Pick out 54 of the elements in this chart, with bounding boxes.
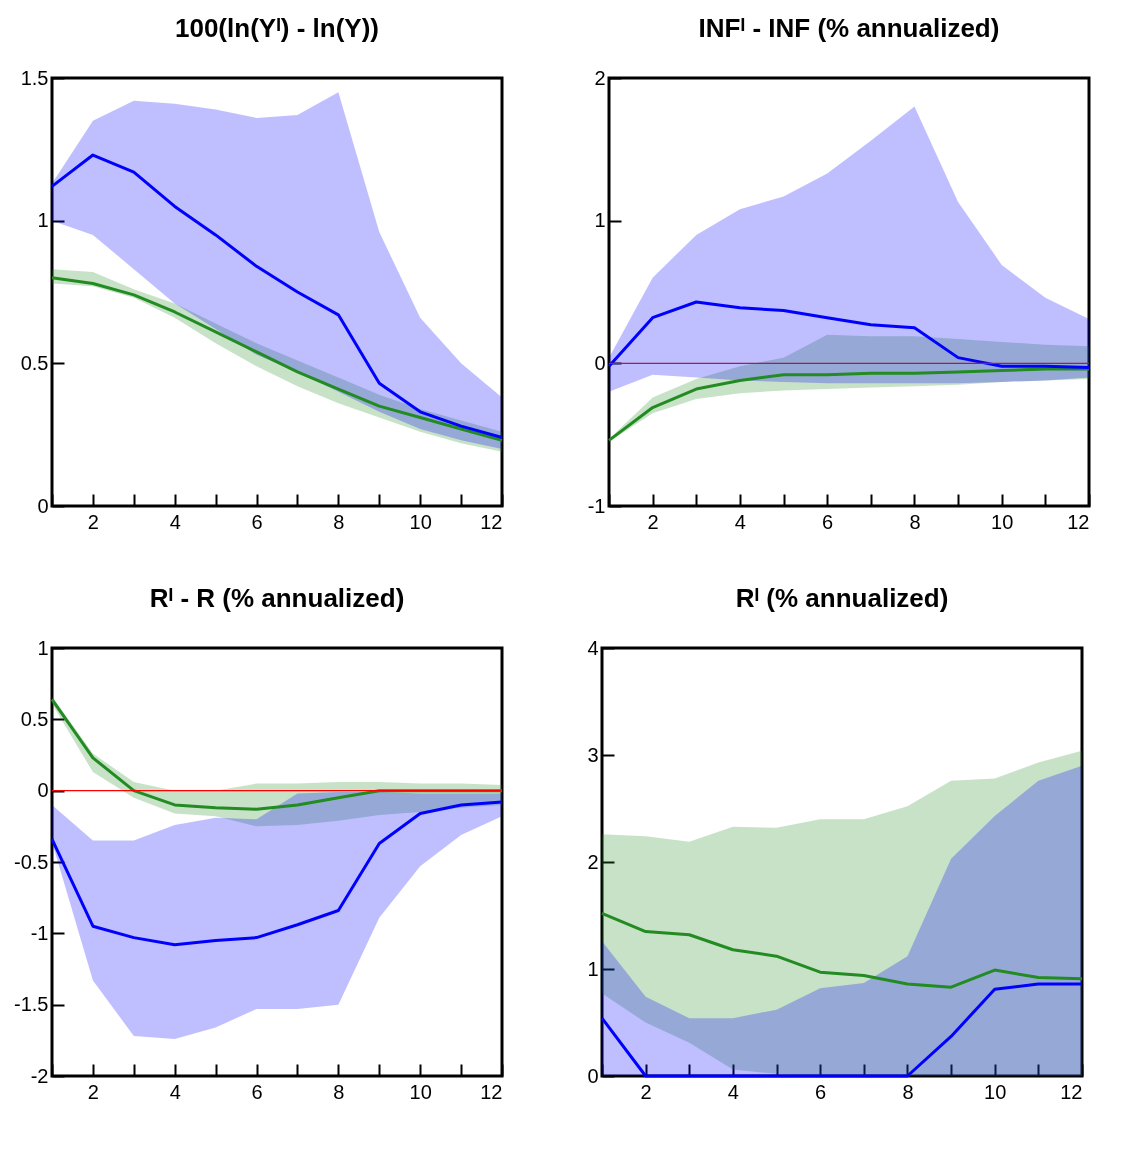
y-tick-label: 0 <box>37 494 49 517</box>
x-tick-label: 10 <box>984 1080 1007 1103</box>
x-tick-label: 2 <box>647 510 659 533</box>
x-tick-label: 12 <box>480 510 503 533</box>
y-tick-label: 1 <box>37 636 49 659</box>
line-series <box>607 300 1091 370</box>
x-tick-label: 10 <box>409 510 432 533</box>
x-tick-label: 2 <box>640 1080 652 1103</box>
x-tick-label: 12 <box>480 1080 503 1103</box>
line-series <box>600 982 1084 1078</box>
x-tick-label: 4 <box>727 1080 739 1103</box>
x-tick-label: 4 <box>169 1080 181 1103</box>
y-tick-label: 2 <box>594 66 606 89</box>
y-tick-label: 0.5 <box>20 707 49 730</box>
chart-title: Rᴵ - R (% annualized) <box>149 583 405 613</box>
chart-title: INFᴵ - INF (% annualized) <box>698 13 1000 43</box>
x-tick-label: 4 <box>169 510 181 533</box>
x-tick-label: 4 <box>734 510 746 533</box>
x-tick-label: 12 <box>1067 510 1090 533</box>
x-tick-label: 10 <box>409 1080 432 1103</box>
x-tick-label: 2 <box>87 510 99 533</box>
y-tick-label: -1.5 <box>14 993 49 1016</box>
x-tick-label: 8 <box>902 1080 914 1103</box>
y-tick-label: 1 <box>37 209 49 232</box>
x-tick-label: 6 <box>251 510 263 533</box>
y-tick-label: 2 <box>587 850 599 873</box>
chart-title: 100(ln(Yᴵ) - ln(Y)) <box>174 13 380 43</box>
y-tick-label: -1 <box>587 494 606 517</box>
y-tick-label: 0 <box>594 351 606 374</box>
x-tick-label: 8 <box>333 1080 345 1103</box>
line-series <box>50 800 504 947</box>
line-series <box>607 367 1091 442</box>
y-tick-label: 4 <box>587 636 599 659</box>
x-tick-label: 2 <box>87 1080 99 1103</box>
y-tick-label: 0 <box>37 779 49 802</box>
x-tick-label: 10 <box>991 510 1014 533</box>
y-tick-label: 3 <box>587 743 599 766</box>
y-tick-label: 0.5 <box>20 351 49 374</box>
y-tick-label: -2 <box>30 1064 49 1087</box>
chart-title: Rᴵ (% annualized) <box>735 583 949 613</box>
y-tick-label: -0.5 <box>14 850 49 873</box>
y-tick-label: -1 <box>30 921 49 944</box>
x-tick-label: 6 <box>815 1080 827 1103</box>
y-tick-label: 1 <box>587 957 599 980</box>
x-tick-label: 8 <box>909 510 921 533</box>
line-series <box>600 911 1084 989</box>
x-tick-label: 6 <box>251 1080 263 1103</box>
x-tick-label: 6 <box>822 510 834 533</box>
x-tick-label: 8 <box>333 510 345 533</box>
y-tick-label: 1.5 <box>20 66 49 89</box>
y-tick-label: 0 <box>587 1064 599 1087</box>
x-tick-label: 12 <box>1060 1080 1083 1103</box>
line-series <box>50 153 504 440</box>
y-tick-label: 1 <box>594 209 606 232</box>
